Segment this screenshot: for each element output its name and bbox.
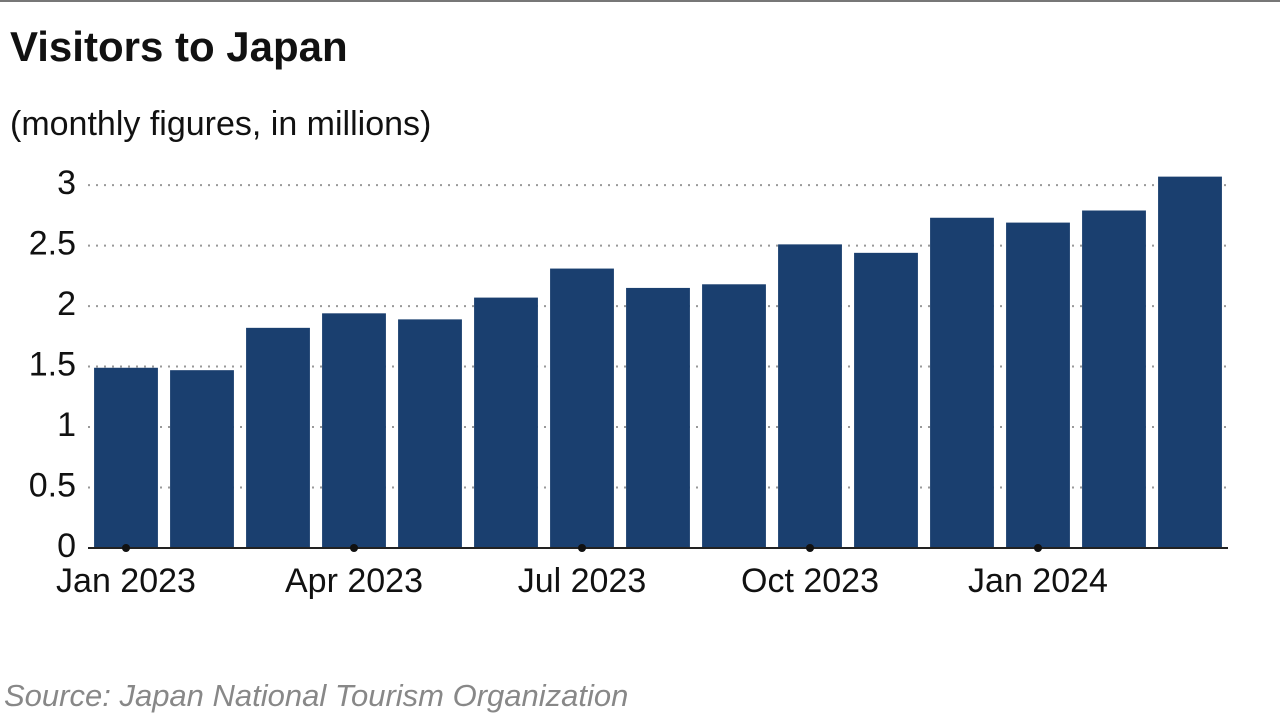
bar [550,268,614,548]
y-tick-label: 0.5 [29,467,76,505]
bar [1158,176,1222,548]
x-tick-label: Jan 2024 [968,562,1108,600]
bar [94,367,158,548]
bar [322,313,386,548]
y-tick-label: 3 [57,164,76,202]
y-tick-label: 2 [57,285,76,323]
y-tick-label: 2.5 [29,225,76,263]
x-tick [1034,544,1042,552]
x-tick-label: Apr 2023 [285,562,423,600]
x-tick-label: Jan 2023 [56,562,196,600]
x-tick [350,544,358,552]
bar [702,284,766,548]
chart-title: Visitors to Japan [10,23,348,70]
bar [626,287,690,548]
y-tick-label: 1 [57,406,76,444]
y-tick-label: 1.5 [29,346,76,384]
source-note: Source: Japan National Tourism Organizat… [4,678,628,713]
y-tick-label: 0 [57,527,76,565]
x-tick [578,544,586,552]
x-tick [806,544,814,552]
bar [474,297,538,548]
chart-subtitle: (monthly figures, in millions) [10,105,431,143]
x-tick-label: Oct 2023 [741,562,879,600]
bar [246,327,310,548]
x-tick [122,544,130,552]
x-tick-label: Jul 2023 [518,562,647,600]
bar [398,319,462,548]
bar [1006,222,1070,548]
bar [778,244,842,548]
bar [930,217,994,549]
bar [1082,210,1146,548]
bar [854,252,918,548]
bar [170,370,234,548]
